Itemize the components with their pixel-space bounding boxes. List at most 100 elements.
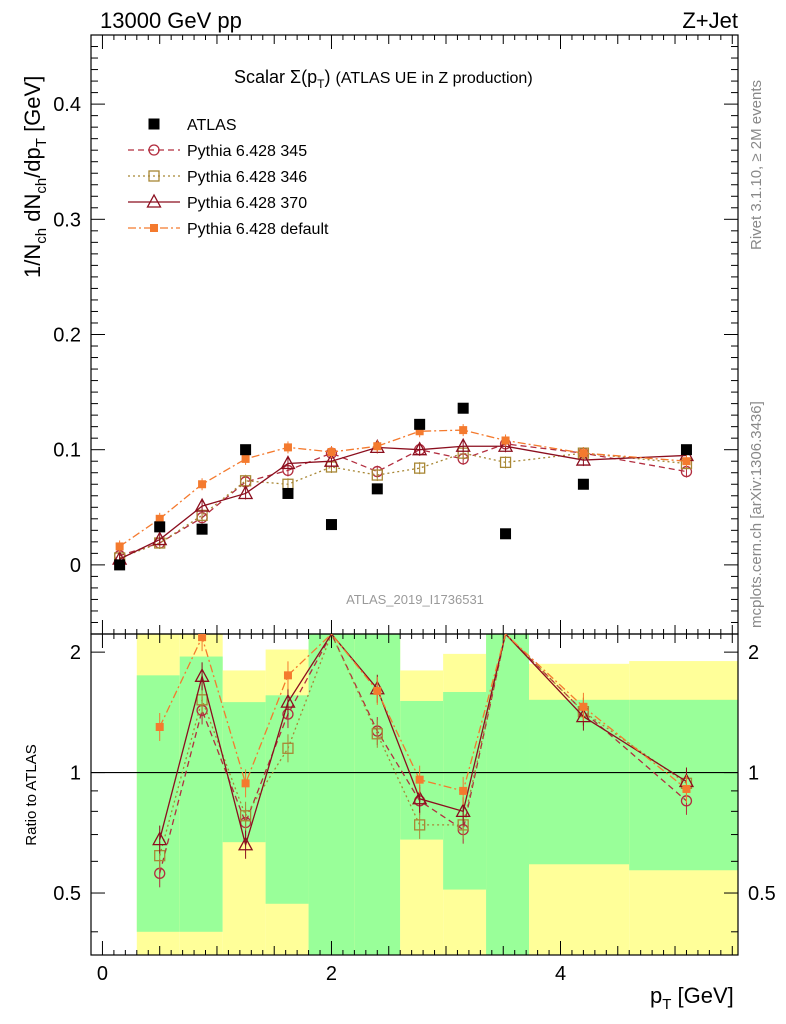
data-point <box>682 457 691 466</box>
atlas-point <box>154 521 166 533</box>
data-point <box>412 441 428 456</box>
data-point <box>497 437 514 452</box>
data-point <box>501 436 510 445</box>
ratio-point <box>371 728 383 740</box>
legend-item: ATLAS <box>148 117 237 134</box>
ratio-group <box>152 634 695 888</box>
atlas-point <box>371 483 383 495</box>
ratio-point <box>373 686 382 695</box>
x-tick-label: 2 <box>326 963 337 985</box>
atlas-point <box>196 523 208 535</box>
atlas-point <box>114 559 126 571</box>
ratio-point <box>682 784 691 793</box>
ratio-series-smallsquare <box>155 634 691 805</box>
atlas-point <box>282 487 294 499</box>
ratio-point <box>152 831 168 846</box>
legend-label: Pythia 6.428 346 <box>187 169 307 186</box>
legend-marker <box>148 170 160 182</box>
x-tick-label: 4 <box>555 963 566 985</box>
ratio-point <box>575 708 591 723</box>
ratio-point <box>415 775 424 784</box>
data-point <box>155 514 164 523</box>
ratio-point <box>412 790 428 805</box>
legend-marker <box>148 118 160 130</box>
atlas-point <box>577 478 589 490</box>
data-point <box>152 531 168 546</box>
data-point <box>115 542 124 551</box>
ratio-point <box>155 722 164 731</box>
band-inner <box>400 700 444 840</box>
analysis-id-watermark: ATLAS_2019_I1736531 <box>346 592 484 607</box>
data-point <box>283 443 292 452</box>
data-point <box>241 454 250 463</box>
ratio-tick-label: 0.5 <box>53 883 81 905</box>
rivet-side-label: Rivet 3.1.10, ≥ 2M events <box>748 80 765 250</box>
data-point <box>579 449 588 458</box>
data-point <box>455 437 471 452</box>
y-tick-label: 0.3 <box>53 209 81 231</box>
ratio-point <box>238 836 254 851</box>
legend-label: Pythia 6.428 345 <box>187 143 307 160</box>
data-point <box>415 427 424 436</box>
band-inner <box>308 634 355 955</box>
band-inner <box>265 695 309 904</box>
data-point <box>194 497 210 512</box>
ratio-tick-label: 2 <box>70 642 81 664</box>
band-inner <box>179 656 223 932</box>
legend-label: ATLAS <box>187 117 237 134</box>
y-tick-label: 0.2 <box>53 325 81 347</box>
ratio-series <box>152 634 695 888</box>
series-triangle <box>112 437 695 566</box>
data-point <box>459 426 468 435</box>
ratio-point <box>241 779 250 788</box>
ratio-point <box>280 693 296 708</box>
series-line <box>119 429 687 547</box>
y-tick-label: 0.4 <box>53 94 81 116</box>
data-point <box>414 462 426 474</box>
y-tick-label: 0.1 <box>53 440 81 462</box>
legend-label: Pythia 6.428 default <box>187 221 329 238</box>
data-point <box>575 451 591 466</box>
band-inner <box>529 699 630 865</box>
x-axis-title: pT [GeV] <box>650 983 734 1013</box>
y-tick-label: 0 <box>70 555 81 577</box>
series-line <box>119 452 687 559</box>
ratio-tick-label: 0.5 <box>748 883 776 905</box>
atlas-point <box>457 402 469 414</box>
ratio-point <box>198 634 207 642</box>
legend-label: Pythia 6.428 370 <box>187 195 307 212</box>
y-axis-title: 1/Nch dNch/dpT [GeV] <box>20 76 50 278</box>
band-inner <box>136 675 180 932</box>
ratio-point <box>239 810 252 822</box>
ratio-point <box>196 694 208 706</box>
data-point <box>280 455 296 470</box>
energy-label: 13000 GeV pp <box>100 8 242 33</box>
process-label: Z+Jet <box>682 8 738 33</box>
legend-marker <box>146 193 162 208</box>
atlas-point <box>414 418 426 430</box>
ratio-point <box>194 667 210 682</box>
series-line <box>119 443 687 557</box>
ratio-frame <box>90 633 739 956</box>
legend-marker <box>148 144 160 156</box>
ratio-point <box>414 819 426 831</box>
data-point <box>323 452 340 467</box>
x-tick-label: 0 <box>97 963 108 985</box>
ratio-axis-title: Ratio to ATLAS <box>23 744 40 845</box>
atlas-point <box>680 444 692 456</box>
uncertainty-bands <box>136 634 738 955</box>
series-atlas <box>114 402 692 571</box>
mcplots-side-label: mcplots.cern.ch [arXiv:1306.3436] <box>748 401 765 628</box>
legend-item: Pythia 6.428 346 <box>128 169 307 186</box>
legend-item: Pythia 6.428 default <box>128 221 329 238</box>
chart-title: Scalar Σ(pT) (ATLAS UE in Z production) <box>234 67 533 91</box>
main-series <box>112 402 695 571</box>
legend-item: Pythia 6.428 345 <box>128 143 307 160</box>
data-point <box>327 447 336 456</box>
legend: ATLAS Pythia 6.428 345 Pythia 6.428 346 Pyt… <box>128 117 329 238</box>
ratio-point <box>455 802 471 818</box>
data-point <box>371 469 383 481</box>
ratio-tick-label: 1 <box>748 763 759 785</box>
data-point <box>238 485 254 500</box>
